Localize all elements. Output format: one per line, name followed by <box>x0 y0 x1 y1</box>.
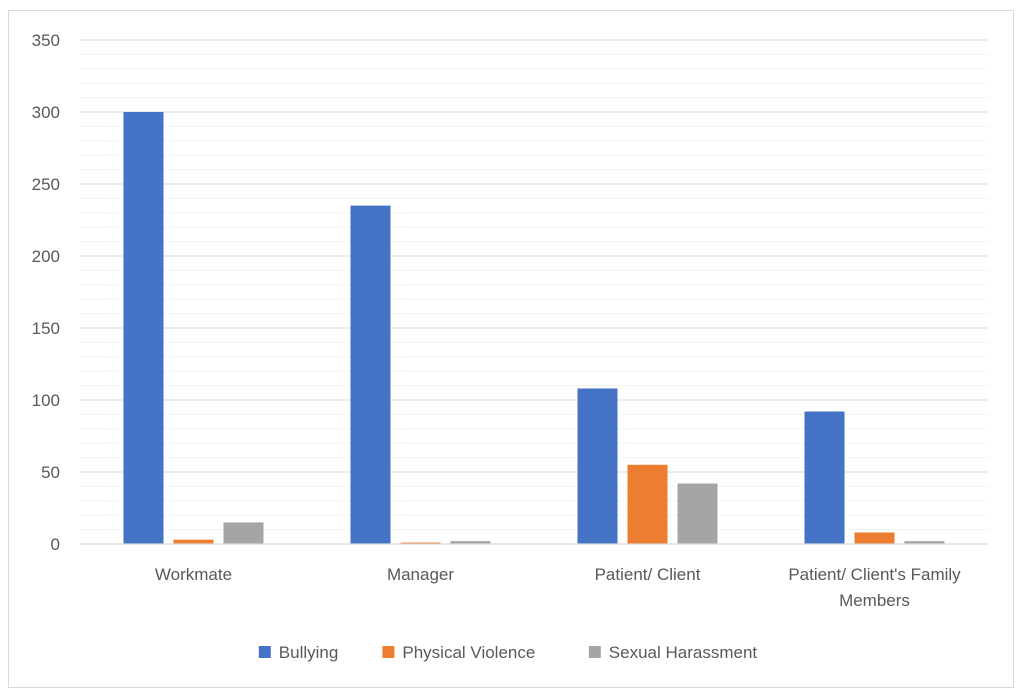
legend-item-sexual-harassment[interactable]: Sexual Harassment <box>588 643 758 662</box>
y-tick-label: 300 <box>32 103 60 122</box>
legend-label: Bullying <box>279 643 339 662</box>
bar-sexual-harassment <box>223 522 264 544</box>
bar-physical-violence <box>173 539 214 544</box>
legend-swatch <box>382 646 395 658</box>
y-tick-label: 350 <box>32 31 60 50</box>
bar-physical-violence <box>400 542 441 544</box>
x-category-label: Workmate <box>155 565 232 584</box>
bar-sexual-harassment <box>677 483 718 544</box>
y-tick-label: 200 <box>32 247 60 266</box>
legend[interactable]: Bullying Physical Violence Sexual Harassme… <box>258 643 758 662</box>
gridlines <box>80 39 988 531</box>
bar-bullying <box>804 411 845 544</box>
bar-bullying <box>350 205 391 544</box>
y-tick-label: 50 <box>41 463 60 482</box>
bars <box>123 112 945 544</box>
bar-physical-violence <box>627 464 668 544</box>
bar-sexual-harassment <box>450 541 491 544</box>
x-category-label: Patient/ Client's Family <box>788 565 961 584</box>
bar-bullying <box>123 112 164 544</box>
y-tick-label: 100 <box>32 391 60 410</box>
y-tick-label: 250 <box>32 175 60 194</box>
category-labels: Workmate Manager Patient/ Client Patient/ C… <box>155 565 961 610</box>
bar-sexual-harassment <box>904 541 945 544</box>
legend-swatch <box>258 646 271 658</box>
x-category-label: Patient/ Client <box>595 565 701 584</box>
bar-bullying <box>577 388 618 544</box>
x-category-label: Members <box>839 591 910 610</box>
legend-label: Physical Violence <box>402 643 535 662</box>
bar-physical-violence <box>854 532 895 544</box>
legend-swatch <box>588 646 601 658</box>
x-category-label: Manager <box>387 565 454 584</box>
legend-label: Sexual Harassment <box>609 643 758 662</box>
chart-frame <box>8 10 1014 688</box>
legend-item-physical-violence[interactable]: Physical Violence <box>382 643 535 662</box>
y-axis-ticks: 0 50 100 150 200 250 300 350 <box>32 31 60 554</box>
y-tick-label: 150 <box>32 319 60 338</box>
legend-item-bullying[interactable]: Bullying <box>258 643 339 662</box>
y-tick-label: 0 <box>51 535 60 554</box>
